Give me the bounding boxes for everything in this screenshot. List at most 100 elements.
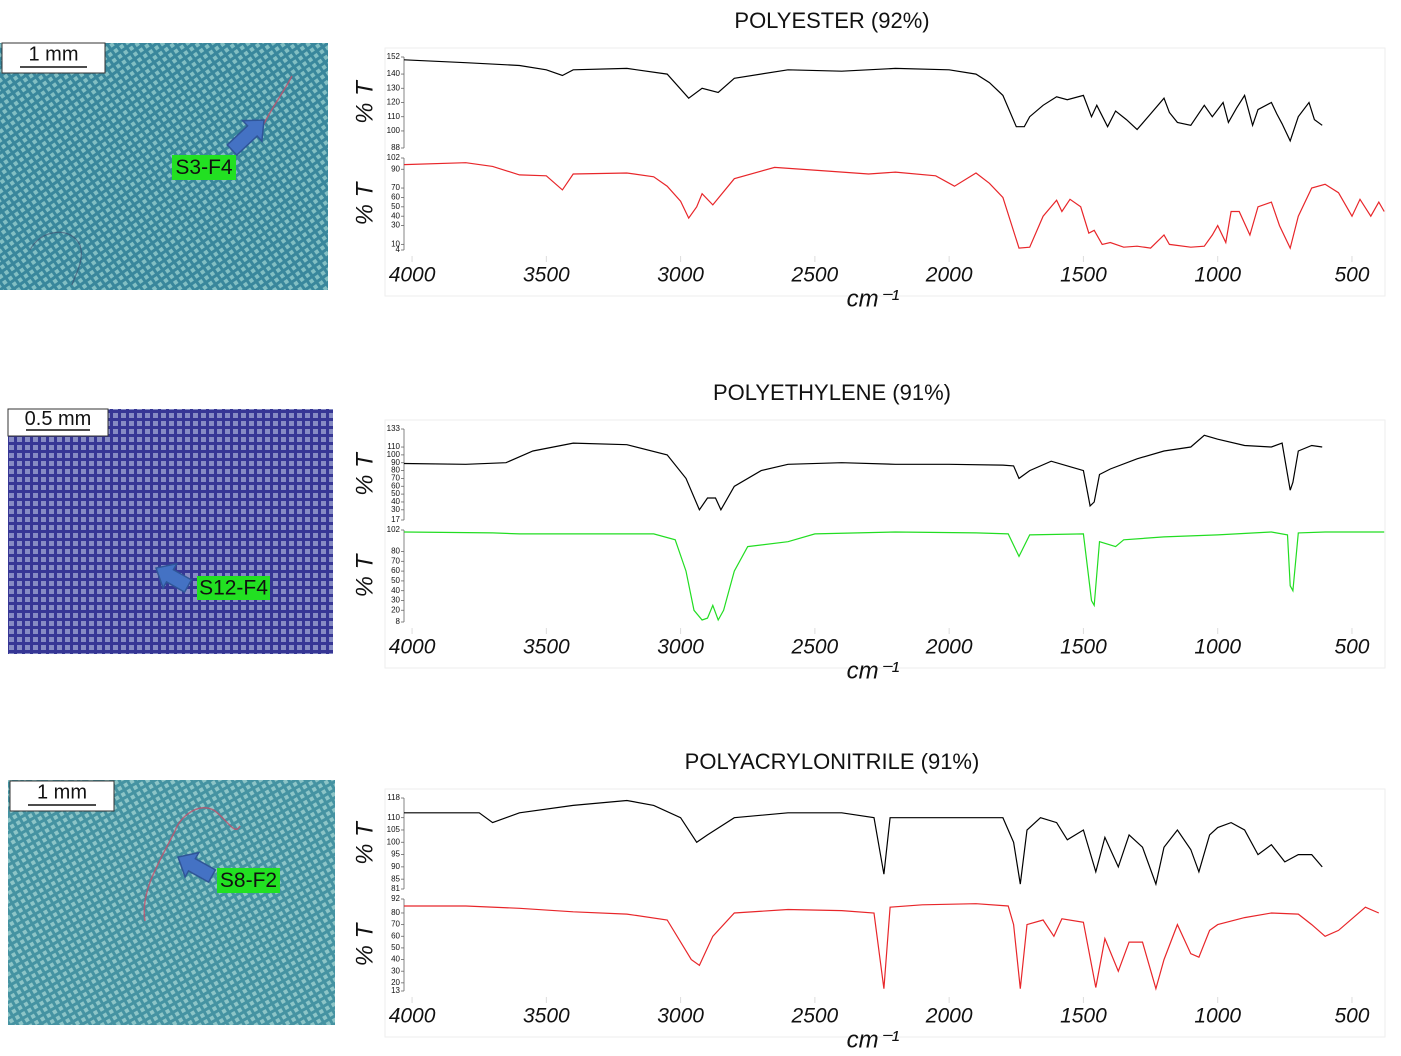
scale-bar-label: 1 mm [29, 43, 79, 65]
y-tick-label: 130 [387, 83, 401, 92]
spectrum-line [403, 434, 1323, 512]
scale-box [1, 42, 106, 74]
spectrum-line [403, 162, 1385, 250]
y-tick-label: 30 [391, 505, 400, 514]
x-tick-label: 2000 [925, 1005, 973, 1028]
micrograph [0, 43, 328, 290]
y-tick-label: 8 [396, 617, 401, 626]
y-tick-label: 100 [387, 126, 401, 135]
y-tick-label: 50 [391, 576, 400, 585]
x-tick-label: 2000 [925, 636, 973, 659]
micrograph-shade [8, 409, 333, 654]
y-tick-label: 30 [391, 221, 400, 230]
y-tick-label: 60 [391, 481, 400, 490]
y-tick-label: 30 [391, 966, 400, 975]
y-axis-label: % T [351, 79, 378, 124]
x-axis-label: cm⁻¹ [847, 657, 900, 684]
sample-label: S12-F4 [199, 577, 268, 600]
y-tick-label: 80 [391, 466, 400, 475]
panel: 1 mm S3-F4 POLYESTER (92%) 4000 3500 3000 2500… [0, 8, 1386, 312]
y-axis-label: % T [351, 921, 378, 966]
sample-label: S8-F2 [220, 869, 277, 892]
x-tick-label: 1500 [1060, 264, 1107, 287]
chart-title: POLYETHYLENE (91%) [713, 380, 951, 405]
y-tick-label: 70 [391, 920, 400, 929]
y-tick-label: 40 [391, 586, 400, 595]
y-tick-label: 140 [387, 69, 401, 78]
x-tick-label: 1000 [1194, 1005, 1241, 1028]
chart-title: POLYESTER (92%) [734, 8, 929, 33]
y-tick-label: 60 [391, 193, 400, 202]
x-tick-label: 3500 [523, 264, 570, 287]
y-tick-label: 133 [387, 424, 401, 433]
chart-title: POLYACRYLONITRILE (91%) [685, 749, 980, 774]
y-tick-label: 10 [391, 239, 400, 248]
plot-frame [384, 47, 1386, 297]
arrow [226, 119, 265, 157]
y-tick-label: 20 [391, 978, 400, 987]
y-tick-label: 100 [387, 837, 401, 846]
y-tick-label: 50 [391, 202, 400, 211]
sample-label-box [217, 868, 280, 893]
y-tick-label: 110 [387, 112, 400, 121]
y-tick-label: 110 [387, 442, 400, 451]
y-tick-label: 70 [391, 474, 400, 483]
x-axis-label: cm⁻¹ [847, 285, 900, 312]
spectrum-line [404, 903, 1380, 991]
y-axis-label: % T [351, 451, 378, 496]
y-tick-label: 70 [391, 556, 400, 565]
scale-bar-label: 1 mm [37, 781, 87, 803]
x-tick-label: 500 [1334, 264, 1369, 287]
y-tick-label: 80 [391, 908, 400, 917]
y-tick-label: 80 [391, 547, 400, 556]
y-tick-label: 20 [391, 605, 400, 614]
x-tick-label: 2500 [791, 264, 839, 287]
y-tick-label: 88 [391, 143, 400, 152]
y-tick-label: 60 [391, 931, 400, 940]
spectrum-line [403, 531, 1385, 622]
y-tick-label: 13 [391, 986, 400, 995]
x-tick-label: 4000 [389, 264, 436, 287]
x-tick-label: 1000 [1194, 264, 1241, 287]
arrow [177, 851, 217, 884]
y-tick-label: 90 [391, 458, 400, 467]
panel: 0.5 mm S12-F4 POLYETHYLENE (91%) 4000 3500 30… [7, 380, 1386, 684]
x-tick-label: 2000 [925, 264, 973, 287]
micrograph [8, 409, 333, 654]
x-tick-label: 2500 [791, 1005, 839, 1028]
y-tick-label: 102 [387, 153, 401, 162]
y-tick-label: 60 [391, 566, 400, 575]
y-axis-label: % T [351, 552, 378, 597]
x-tick-label: 500 [1334, 1005, 1369, 1028]
y-tick-label: 40 [391, 211, 400, 220]
y-tick-label: 95 [391, 850, 400, 859]
scale-box [9, 780, 115, 812]
x-tick-label: 3500 [523, 636, 570, 659]
scale-box [7, 408, 109, 437]
x-tick-label: 1500 [1060, 1005, 1107, 1028]
y-tick-label: 118 [387, 793, 400, 802]
x-tick-label: 1000 [1194, 636, 1241, 659]
y-tick-label: 40 [391, 955, 400, 964]
x-tick-label: 4000 [389, 636, 436, 659]
micrograph-shade [8, 780, 335, 1025]
plot-frame [384, 419, 1386, 669]
y-axis-label: % T [351, 820, 378, 865]
x-tick-label: 3000 [657, 636, 704, 659]
y-tick-label: 40 [391, 497, 400, 506]
y-tick-label: 30 [391, 596, 400, 605]
sample-label-box [197, 576, 270, 600]
y-tick-label: 90 [391, 164, 400, 173]
sample-label-box [172, 155, 236, 180]
spectrum-line [404, 799, 1323, 887]
x-axis-label: cm⁻¹ [847, 1026, 900, 1053]
y-tick-label: 70 [391, 183, 400, 192]
panel: 1 mm S8-F2 POLYACRYLONITRILE (91%) 4000 3500… [8, 749, 1386, 1053]
x-tick-label: 2500 [791, 636, 839, 659]
y-tick-label: 4 [396, 245, 401, 254]
x-tick-label: 3500 [523, 1005, 570, 1028]
y-tick-label: 50 [391, 943, 400, 952]
y-tick-label: 120 [387, 98, 401, 107]
y-axis-label: % T [351, 180, 378, 225]
